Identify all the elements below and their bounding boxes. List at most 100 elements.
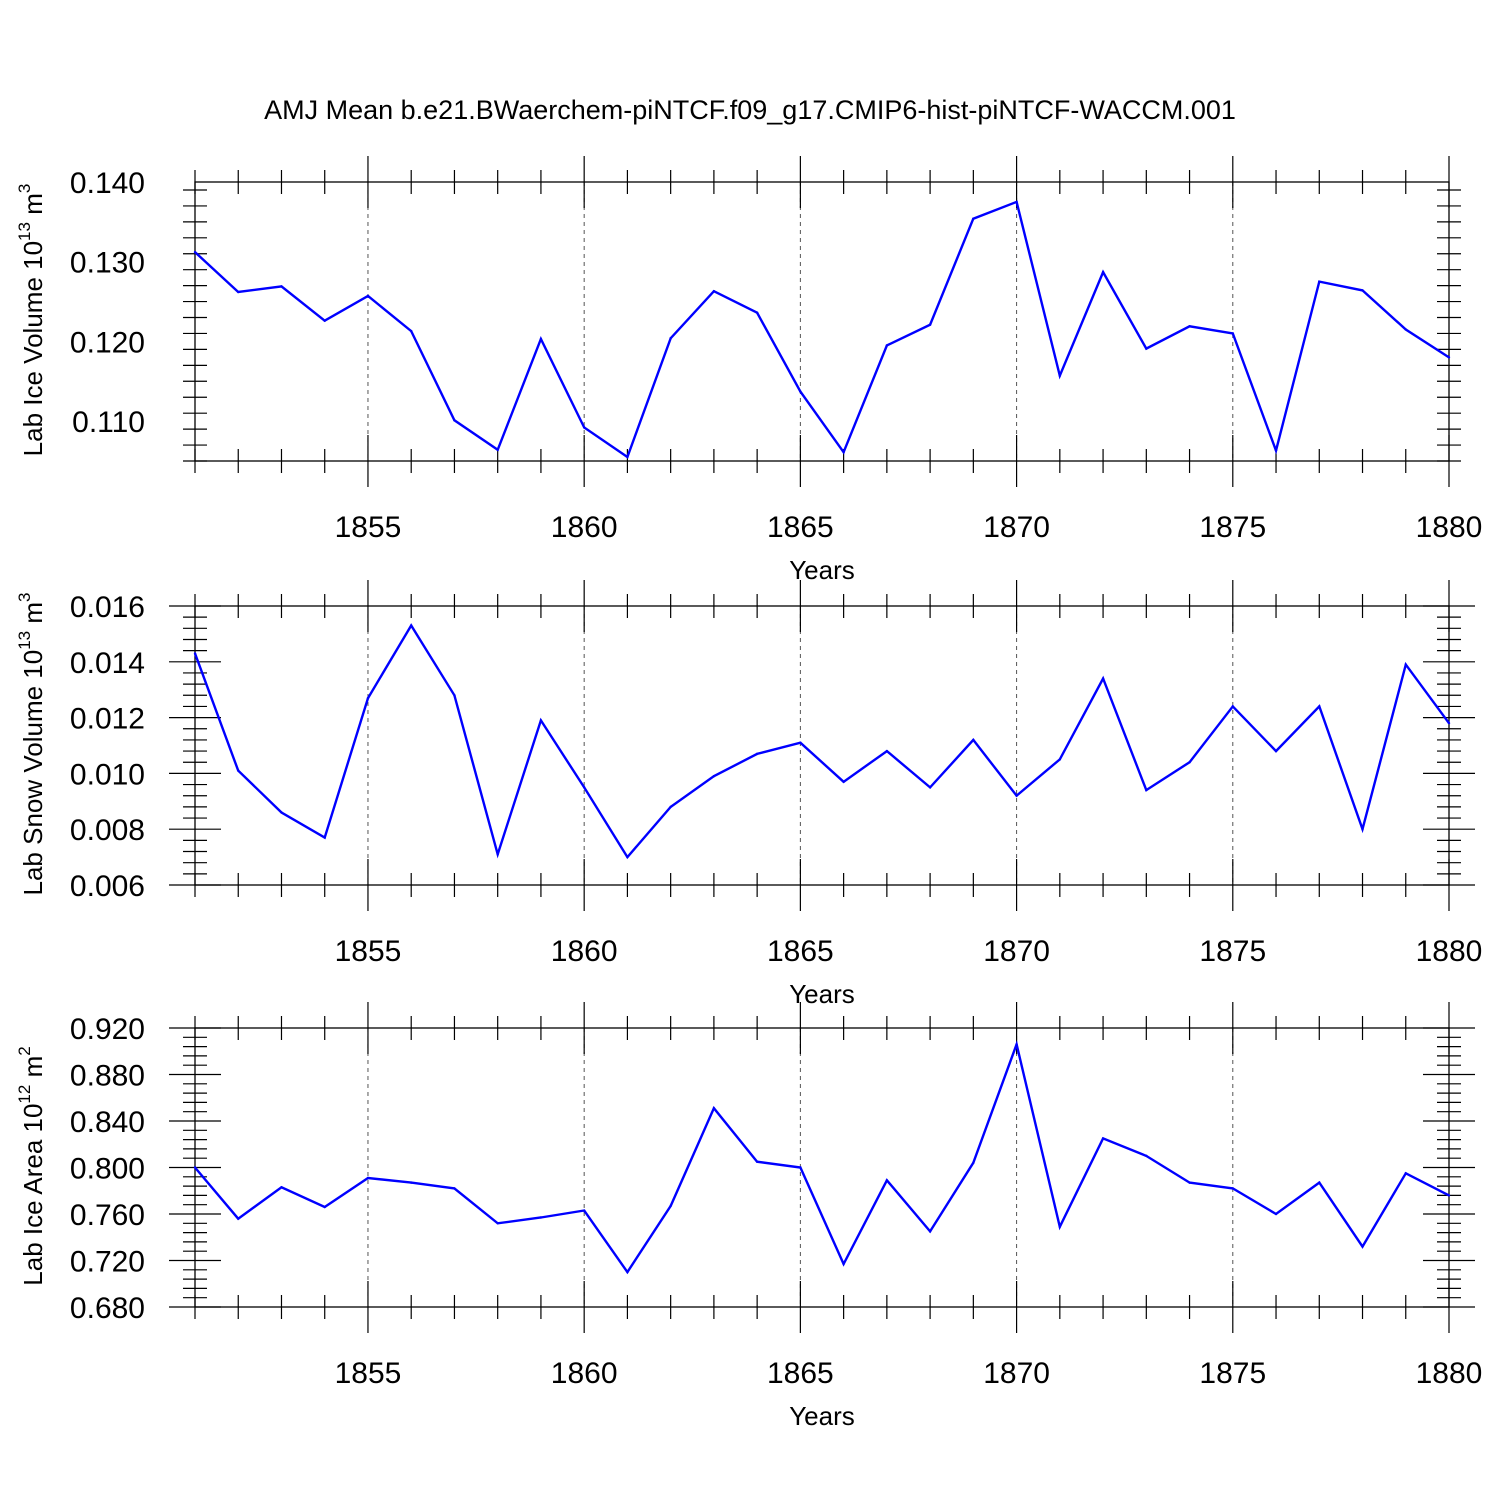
y-axis-title-exponent: 13: [15, 222, 34, 241]
x-tick-label-1860: 1860: [551, 511, 618, 544]
y-axis-title-unit-exponent: 3: [15, 184, 34, 193]
data-point-1851: [193, 652, 197, 655]
x-tick-label-1880: 1880: [1416, 1357, 1483, 1390]
data-point-1859: [539, 1216, 543, 1219]
panel-1: 0.110 0.120 0.130 0.140 1855 1860 1865 1870 1875…: [15, 156, 1482, 585]
data-point-1864: [755, 1160, 759, 1163]
y-tick-label-0.016: 0.016: [70, 591, 145, 624]
data-point-1876: [1274, 1212, 1278, 1216]
data-point-1859: [539, 337, 543, 341]
data-point-1853: [280, 811, 283, 814]
x-tick-label-1865: 1865: [767, 1357, 834, 1390]
data-point-1851: [193, 250, 197, 254]
data-point-1871: [1058, 374, 1062, 377]
data-point-1853: [280, 1186, 283, 1189]
data-point-1867: [885, 749, 889, 753]
data-point-1879: [1404, 328, 1407, 331]
data-point-1880: [1447, 721, 1451, 725]
data-point-1855: [366, 696, 370, 700]
x-tick-label-1875: 1875: [1199, 511, 1266, 544]
data-point-1857: [453, 419, 456, 422]
y-tick-label-0.006: 0.006: [70, 870, 145, 903]
data-point-1879: [1404, 663, 1407, 666]
data-point-1857: [453, 694, 456, 697]
data-point-1877: [1318, 280, 1321, 283]
data-point-1876: [1274, 749, 1278, 753]
series-line: [193, 623, 1450, 860]
data-point-1852: [237, 290, 240, 294]
data-point-1858: [496, 448, 499, 452]
data-point-1870: [1015, 1043, 1018, 1046]
data-point-1878: [1361, 289, 1364, 292]
data-point-1856: [410, 329, 413, 333]
y-axis-title-unit-exponent: 3: [15, 592, 34, 601]
data-point-1875: [1231, 1187, 1234, 1190]
data-point-1863: [712, 774, 716, 778]
y-axis-title: Lab Snow Volume 1013 m3: [15, 592, 48, 895]
data-point-1868: [928, 786, 932, 789]
y-axis-title-unit: m: [18, 602, 48, 631]
x-tick-label-1860: 1860: [551, 935, 618, 968]
data-point-1867: [885, 1179, 889, 1182]
y-tick-label-0.140: 0.140: [70, 167, 145, 200]
y-axis-title-text: Lab Ice Area 10: [18, 1104, 48, 1286]
data-point-1853: [280, 285, 283, 288]
data-point-1860: [582, 786, 586, 789]
data-point-1874: [1188, 325, 1191, 328]
y-tick-label-0.680: 0.680: [70, 1292, 145, 1325]
x-tick-label-1870: 1870: [983, 511, 1050, 544]
data-point-1865: [799, 741, 802, 744]
y-tick-label-0.840: 0.840: [70, 1106, 145, 1139]
x-tick-label-1855: 1855: [335, 1357, 402, 1390]
plot-frame: [194, 1027, 1450, 1308]
series-line: [194, 1040, 1450, 1275]
data-point-1880: [1447, 356, 1451, 359]
data-point-1862: [669, 1204, 672, 1208]
data-point-1852: [237, 769, 240, 772]
data-point-1856: [410, 624, 413, 627]
data-point-1870: [1015, 200, 1018, 204]
data-point-1873: [1145, 347, 1148, 350]
data-point-1873: [1145, 1154, 1148, 1158]
data-point-1870: [1015, 794, 1018, 797]
y-axis-title-exponent: 13: [15, 631, 34, 650]
data-point-1874: [1188, 1181, 1191, 1184]
data-point-1860: [582, 1209, 586, 1212]
data-point-1856: [410, 1181, 413, 1184]
data-point-1864: [755, 752, 759, 756]
x-tick-label-1880: 1880: [1416, 511, 1483, 544]
data-point-1863: [712, 1107, 716, 1110]
data-point-1864: [755, 311, 759, 314]
panels: 0.110 0.120 0.130 0.140 1855 1860 1865 1870 1875…: [15, 156, 1482, 1431]
panel-2: 0.006 0.008 0.010 0.012 0.014 0.016 1855 1860 18…: [15, 580, 1482, 1009]
y-axis-title-text: Lab Ice Volume 10: [18, 241, 48, 456]
data-point-1875: [1231, 332, 1234, 335]
data-point-1866: [842, 1262, 845, 1266]
data-point-1878: [1361, 828, 1364, 831]
series-line: [194, 200, 1450, 459]
data-point-1879: [1404, 1172, 1407, 1175]
data-point-1875: [1231, 705, 1234, 708]
y-axis-title-text: Lab Snow Volume 10: [18, 650, 48, 896]
data-point-1877: [1318, 1181, 1321, 1184]
data-point-1855: [366, 1176, 370, 1180]
y-axis-title: Lab Ice Area 1012 m2: [15, 1046, 48, 1285]
data-point-1867: [885, 344, 889, 347]
x-tick-label-1870: 1870: [983, 1357, 1050, 1390]
data-point-1874: [1188, 761, 1191, 764]
y-axis-title-exponent: 12: [15, 1085, 34, 1104]
y-tick-label-0.110: 0.110: [72, 406, 145, 439]
data-point-1862: [669, 805, 672, 809]
x-tick-label-1855: 1855: [335, 511, 402, 544]
data-point-1868: [928, 1230, 932, 1233]
data-point-1872: [1101, 677, 1105, 680]
panel-3: 0.680 0.720 0.760 0.800 0.840 0.880 0.920 1855 1…: [15, 1002, 1482, 1431]
y-tick-label-0.920: 0.920: [70, 1013, 145, 1046]
x-tick-label-1870: 1870: [983, 935, 1050, 968]
data-point-1872: [1101, 270, 1105, 274]
data-point-1861: [626, 455, 629, 459]
data-point-1868: [928, 323, 932, 326]
data-point-1871: [1058, 1225, 1062, 1228]
x-tick-label-1875: 1875: [1199, 1357, 1266, 1390]
